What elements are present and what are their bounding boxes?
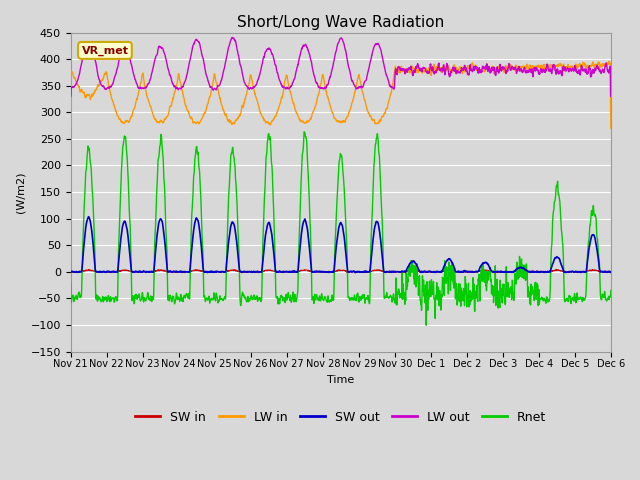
Title: Short/Long Wave Radiation: Short/Long Wave Radiation bbox=[237, 15, 444, 30]
Y-axis label: (W/m2): (W/m2) bbox=[15, 171, 25, 213]
Legend: SW in, LW in, SW out, LW out, Rnet: SW in, LW in, SW out, LW out, Rnet bbox=[131, 406, 551, 429]
X-axis label: Time: Time bbox=[327, 375, 355, 384]
Text: VR_met: VR_met bbox=[81, 45, 129, 56]
